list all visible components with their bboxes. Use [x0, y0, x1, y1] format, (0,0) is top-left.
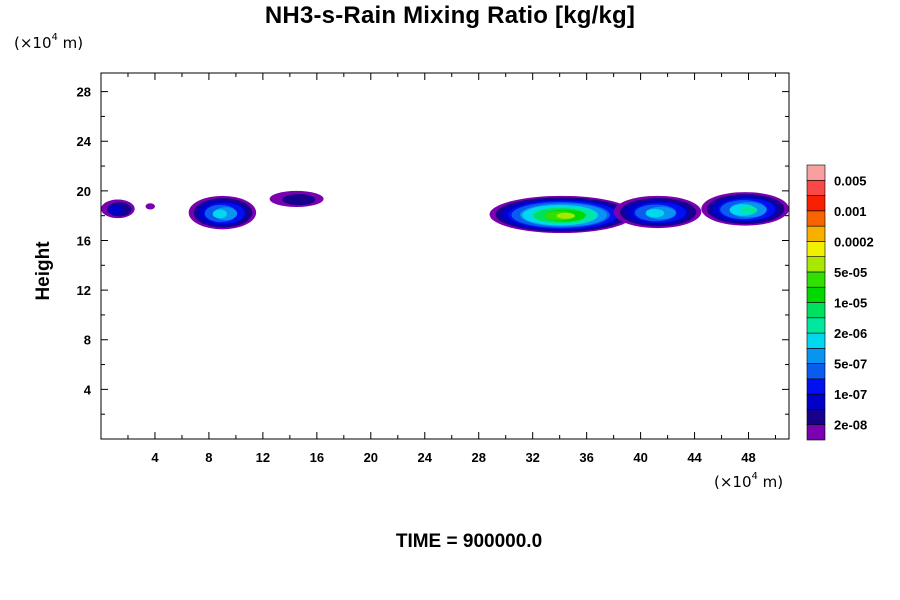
colorbar-label: 2e-06: [834, 326, 867, 341]
contour-band: [282, 194, 316, 206]
colorbar-swatch: [806, 164, 826, 181]
x-tick-label: 4: [151, 450, 159, 465]
colorbar-swatch: [806, 241, 826, 257]
y-tick-label: 20: [77, 184, 91, 199]
colorbar-swatch: [806, 286, 826, 303]
y-tick-label: 16: [77, 233, 91, 248]
colorbar-swatch: [806, 409, 826, 426]
colorbar-label: 1e-05: [834, 296, 867, 311]
time-footer: TIME = 900000.0: [0, 531, 900, 553]
x-tick-label: 16: [310, 450, 324, 465]
colorbar-swatch: [806, 210, 826, 227]
colorbar-swatch: [806, 256, 826, 273]
x-tick-label: 24: [418, 450, 433, 465]
colorbar-swatch: [806, 348, 826, 364]
colorbar: 2e-08 1e-07 5e-07 2e-06 1e-05 5e-05 0.0002 0.00…: [806, 164, 874, 441]
x-unit-label: (×104 m): [714, 471, 784, 491]
colorbar-label: 5e-05: [834, 265, 867, 280]
colorbar-swatch: [806, 317, 826, 334]
colorbar-swatch: [806, 332, 826, 349]
contour-region: [145, 203, 155, 210]
contour-band: [212, 209, 227, 219]
colorbar-label: 0.005: [834, 173, 867, 188]
contour-region: [101, 199, 135, 219]
contour-band: [740, 206, 758, 215]
contour-region: [188, 195, 257, 230]
colorbar-swatch: [806, 393, 826, 410]
colorbar-label: 2e-08: [834, 418, 867, 433]
colorbar-swatch: [806, 225, 826, 242]
y-tick-label: 12: [77, 283, 91, 298]
y-tick-label: 24: [77, 134, 92, 149]
plot-area: [101, 190, 789, 234]
colorbar-swatch: [806, 302, 826, 319]
colorbar-label: 1e-07: [834, 387, 867, 402]
y-unit-label: (×104 m): [14, 32, 84, 52]
contour-band: [645, 208, 665, 218]
x-tick-label: 28: [471, 450, 485, 465]
colorbar-label: 0.001: [834, 204, 867, 219]
y-tick-label: 28: [77, 85, 91, 100]
time-label: TIME =: [395, 531, 463, 552]
y-tick-label: 4: [84, 382, 92, 397]
plot-frame: [100, 72, 790, 440]
x-tick-label: 8: [205, 450, 212, 465]
contour-band: [145, 203, 155, 210]
x-tick-label: 36: [579, 450, 593, 465]
contour-region: [613, 195, 702, 229]
colorbar-swatch: [806, 271, 826, 288]
x-tick-label: 20: [364, 450, 378, 465]
contour-region: [269, 190, 324, 207]
colorbar-label: 5e-07: [834, 357, 867, 372]
x-tick-label: 48: [741, 450, 755, 465]
x-tick-label: 12: [256, 450, 270, 465]
x-tick-label: 32: [525, 450, 539, 465]
colorbar-swatch: [806, 424, 826, 441]
colorbar-swatch: [806, 195, 826, 212]
colorbar-swatch: [806, 363, 826, 380]
y-tick-label: 8: [84, 333, 91, 348]
colorbar-swatch: [806, 179, 826, 196]
contour-region: [701, 192, 789, 226]
colorbar-swatch: [806, 378, 826, 395]
contour-band: [556, 212, 575, 219]
time-value: 900000.0: [462, 531, 543, 552]
chart-title: NH3-s-Rain Mixing Ratio [kg/kg]: [264, 2, 636, 29]
x-tick-label: 40: [633, 450, 647, 465]
x-tick-label: 44: [687, 450, 702, 465]
contour-band: [108, 204, 124, 215]
contour-region: [489, 195, 634, 234]
colorbar-label: 0.0002: [834, 234, 874, 249]
